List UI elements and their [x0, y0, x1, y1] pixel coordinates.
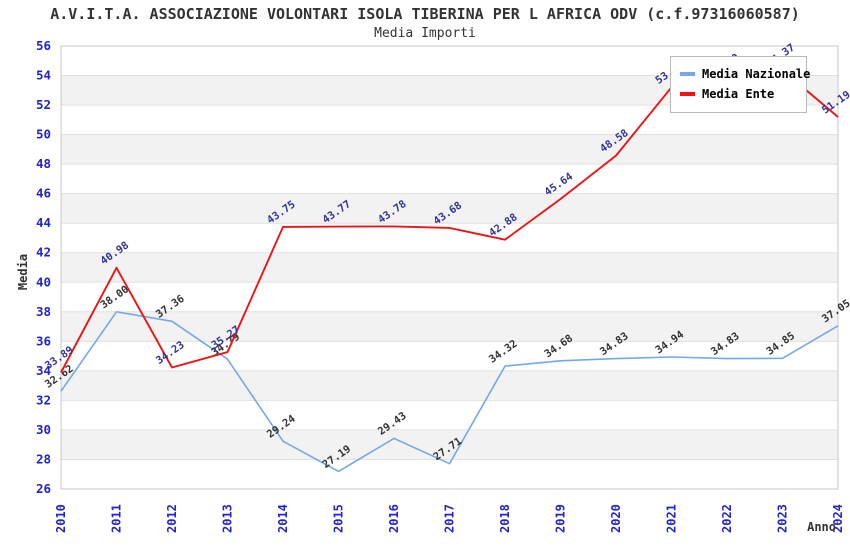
legend-item-media-nazionale: Media Nazionale: [680, 64, 810, 84]
y-tick-label: 30: [36, 422, 51, 437]
y-axis-title: Media: [16, 254, 30, 290]
x-axis-title: Anno: [807, 520, 836, 534]
y-tick-label: 32: [36, 392, 51, 407]
y-tick-label: 46: [36, 186, 51, 201]
x-tick-label: 2010: [54, 504, 68, 533]
y-tick-label: 48: [36, 156, 51, 171]
chart-title: A.V.I.T.A. ASSOCIAZIONE VOLONTARI ISOLA …: [50, 5, 800, 23]
x-tick-label: 2020: [609, 504, 623, 533]
x-tick-label: 2021: [665, 504, 679, 533]
y-tick-label: 54: [36, 68, 51, 83]
y-tick-label: 52: [36, 97, 51, 112]
chart-subtitle: Media Importi: [374, 26, 476, 41]
y-tick-label: 36: [36, 333, 51, 348]
x-tick-label: 2014: [276, 504, 290, 533]
x-tick-label: 2017: [443, 504, 457, 533]
x-tick-label: 2022: [720, 504, 734, 533]
x-tick-label: 2018: [498, 504, 512, 533]
x-tick-label: 2011: [110, 504, 124, 533]
y-tick-label: 38: [36, 304, 51, 319]
grid-band: [61, 429, 838, 460]
grid-band: [61, 252, 838, 283]
legend-label-media-ente: Media Ente: [702, 87, 775, 101]
grid-band: [61, 311, 838, 342]
x-tick-label: 2012: [165, 504, 179, 533]
x-tick-label: 2013: [221, 504, 235, 533]
legend-swatch-media-ente: [680, 92, 695, 96]
legend-item-media-ente: Media Ente: [680, 84, 797, 104]
x-tick-label: 2023: [776, 504, 790, 533]
y-tick-label: 26: [36, 481, 51, 496]
x-tick-label: 2024: [831, 504, 845, 533]
legend-label-media-nazionale: Media Nazionale: [702, 67, 811, 81]
y-tick-label: 44: [36, 215, 51, 230]
y-tick-label: 50: [36, 127, 51, 142]
x-tick-label: 2019: [554, 504, 568, 533]
y-tick-label: 42: [36, 245, 51, 260]
y-tick-label: 40: [36, 274, 51, 289]
grid-band: [61, 193, 838, 224]
point-label: 34.32: [487, 338, 520, 366]
y-tick-label: 28: [36, 451, 51, 466]
legend-swatch-media-nazionale: [680, 72, 695, 76]
point-label: 38.00: [98, 283, 131, 311]
series-line-media-nazionale: [60, 310, 839, 473]
x-tick-label: 2015: [332, 504, 346, 533]
legend: Media Nazionale Media Ente: [670, 56, 810, 113]
plot-border: [60, 45, 839, 490]
y-tick-label: 56: [36, 38, 51, 53]
grid-band: [61, 134, 838, 165]
y-tick-label: 34: [36, 363, 51, 378]
x-tick-label: 2016: [387, 504, 401, 533]
grid-band: [61, 370, 838, 401]
